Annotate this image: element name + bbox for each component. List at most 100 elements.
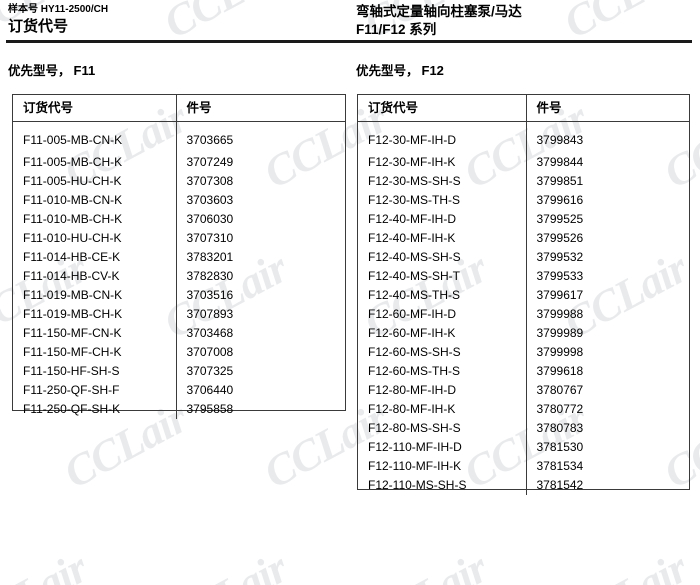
cell-part-number: 3799526 [536,231,584,245]
table-row: F12-30-MF-IH-K 3799844 [358,153,689,172]
cell-order-code: F12-80-MS-SH-S [358,419,527,438]
table-row: F12-80-MF-IH-D 3780767 [358,381,689,400]
cell-part-number: 3799989 [536,326,584,340]
table-row: F11-005-MB-CH-K 3707249 [13,153,345,172]
cell-order-code: F12-30-MS-TH-S [358,191,527,210]
table-row: F11-019-MB-CN-K 3703516 [13,286,345,305]
cell-order-code: F12-40-MS-SH-S [358,248,527,267]
table-row: F12-110-MS-SH-S 3781542 [358,476,689,495]
table-f12-body: F12-30-MF-IH-D 3799843 F12-30-MF-IH-K 37998… [358,121,689,495]
cell-order-code: F12-110-MS-SH-S [358,476,527,495]
table-row: F11-150-HF-SH-S 3707325 [13,362,345,381]
column-header-part-number: 件号 [526,95,689,122]
cell-order-code: F12-60-MS-SH-S [358,343,527,362]
table-row: F11-005-MB-CN-K 3703665 [13,121,345,153]
subtitle-f12-label: 优先型号， [356,64,419,78]
table-row: F12-110-MF-IH-K 3781534 [358,457,689,476]
table-row: F12-80-MF-IH-K 3780772 [358,400,689,419]
cell-order-code: F11-150-HF-SH-S [13,362,177,381]
cell-part-number: 3703603 [186,193,234,207]
cell-order-code: F12-40-MS-TH-S [358,286,527,305]
table-row: F12-40-MF-IH-K 3799526 [358,229,689,248]
cell-part-number: 3799844 [536,155,584,169]
catalog-number: 样本号 HY11-2500/CH [8,4,109,15]
cell-part-number: 3799616 [536,193,584,207]
table-row: F12-40-MS-SH-S 3799532 [358,248,689,267]
cell-part-number: 3780767 [536,383,584,397]
table-row: F12-30-MS-SH-S 3799851 [358,172,689,191]
table-row: F12-30-MF-IH-D 3799843 [358,121,689,153]
cell-order-code: F12-60-MF-IH-D [358,305,527,324]
cell-order-code: F11-010-HU-CH-K [13,229,177,248]
cell-part-number: 3781530 [536,440,584,454]
table-f12-grid: 订货代号 件号 F12-30-MF-IH-D 3799843 F12-30-MF-I… [358,95,689,495]
header-right: 弯轴式定量轴向柱塞泵/马达 F11/F12 系列 [356,3,692,39]
header-left: 样本号 HY11-2500/CH 订货代号 [8,3,338,36]
table-row: F12-30-MS-TH-S 3799616 [358,191,689,210]
cell-part-number: 3782830 [186,269,234,283]
subtitle-f11-model: F11 [73,63,96,78]
cell-order-code: F12-30-MF-IH-K [358,153,527,172]
cell-order-code: F12-30-MF-IH-D [358,121,527,153]
cell-part-number: 3780783 [536,421,584,435]
cell-order-code: F11-005-MB-CH-K [13,153,177,172]
table-row: F11-250-QF-SH-K 3795858 [13,400,345,419]
table-row: F12-60-MF-IH-K 3799989 [358,324,689,343]
cell-order-code: F11-250-QF-SH-F [13,381,177,400]
cell-part-number: 3799617 [536,288,584,302]
cell-order-code: F12-40-MF-IH-D [358,210,527,229]
table-row: F11-019-MB-CH-K 3707893 [13,305,345,324]
cell-order-code: F12-40-MF-IH-K [358,229,527,248]
subtitle-f12-model: F12 [421,63,444,78]
table-f11-body: F11-005-MB-CN-K 3703665 F11-005-MB-CH-K 370… [13,121,345,419]
cell-part-number: 3799533 [536,269,584,283]
cell-order-code: F11-010-MB-CN-K [13,191,177,210]
cell-part-number: 3799851 [536,174,584,188]
cell-part-number: 3799525 [536,212,584,226]
table-row: F12-40-MF-IH-D 3799525 [358,210,689,229]
cell-order-code: F11-250-QF-SH-K [13,400,177,419]
table-row: F11-005-HU-CH-K 3707308 [13,172,345,191]
table-f12-header-row: 订货代号 件号 [358,95,689,122]
table-row: F12-110-MF-IH-D 3781530 [358,438,689,457]
cell-order-code: F11-005-MB-CN-K [13,121,177,153]
cell-order-code: F12-80-MF-IH-D [358,381,527,400]
cell-part-number: 3799843 [536,133,584,147]
cell-part-number: 3703468 [186,326,234,340]
cell-part-number: 3707325 [186,364,234,378]
cell-order-code: F12-30-MS-SH-S [358,172,527,191]
header-divider [6,40,692,43]
cell-part-number: 3799998 [536,345,584,359]
cell-order-code: F12-80-MF-IH-K [358,400,527,419]
cell-order-code: F12-110-MF-IH-D [358,438,527,457]
cell-order-code: F11-019-MB-CH-K [13,305,177,324]
cell-order-code: F12-60-MS-TH-S [358,362,527,381]
cell-order-code: F11-150-MF-CN-K [13,324,177,343]
cell-order-code: F11-014-HB-CE-K [13,248,177,267]
cell-part-number: 3795858 [186,402,234,416]
table-row: F12-60-MS-SH-S 3799998 [358,343,689,362]
column-header-order-code: 订货代号 [358,95,527,122]
cell-part-number: 3707008 [186,345,234,359]
cell-order-code: F12-110-MF-IH-K [358,457,527,476]
table-f12: 订货代号 件号 F12-30-MF-IH-D 3799843 F12-30-MF-I… [357,94,690,495]
subtitle-f12: 优先型号， F12 [356,60,444,79]
cell-order-code: F12-60-MF-IH-K [358,324,527,343]
cell-part-number: 3783201 [186,250,234,264]
table-row: F12-40-MS-SH-T 3799533 [358,267,689,286]
column-header-order-code: 订货代号 [13,95,177,122]
cell-part-number: 3780772 [536,402,584,416]
table-row: F12-40-MS-TH-S 3799617 [358,286,689,305]
cell-part-number: 3799988 [536,307,584,321]
cell-part-number: 3799618 [536,364,584,378]
subtitle-f11: 优先型号， F11 [8,60,95,79]
table-row: F11-150-MF-CH-K 3707008 [13,343,345,362]
cell-part-number: 3706440 [186,383,234,397]
table-row: F12-60-MS-TH-S 3799618 [358,362,689,381]
subtitle-f11-label: 优先型号， [8,64,71,78]
table-row: F11-010-MB-CH-K 3706030 [13,210,345,229]
table-row: F11-010-MB-CN-K 3703603 [13,191,345,210]
cell-order-code: F11-005-HU-CH-K [13,172,177,191]
table-f11-grid: 订货代号 件号 F11-005-MB-CN-K 3703665 F11-005-MB… [13,95,345,419]
